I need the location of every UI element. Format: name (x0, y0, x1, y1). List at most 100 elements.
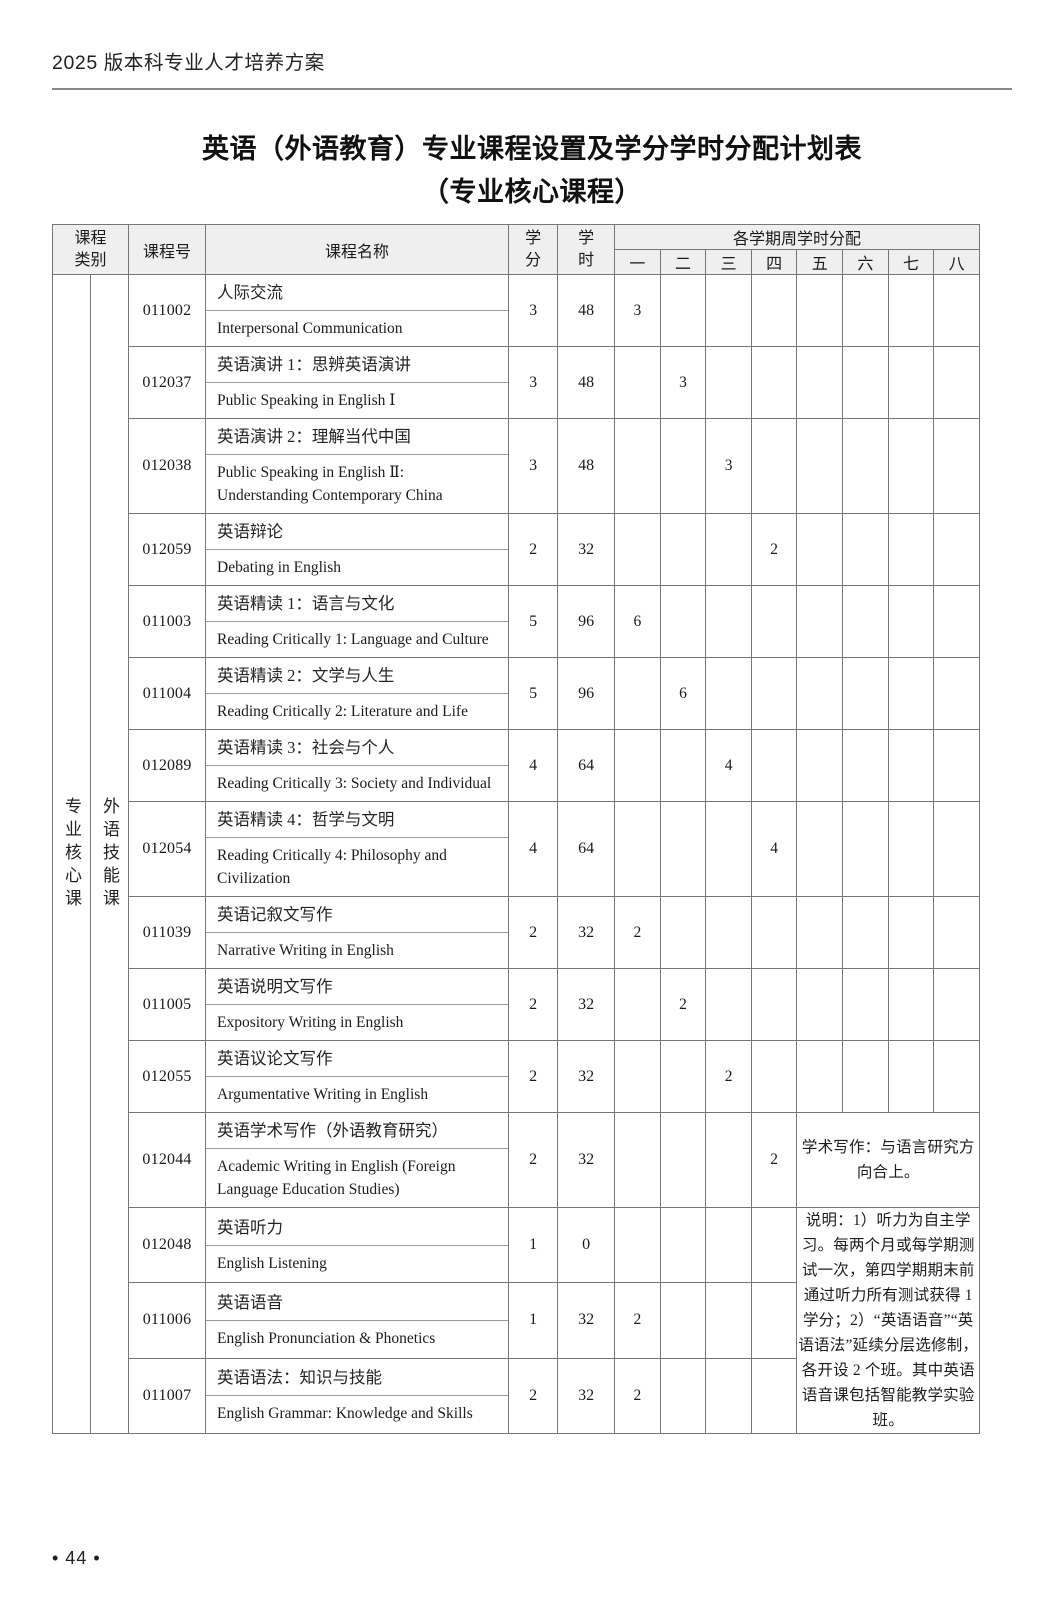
cell-semester-5 (796, 657, 844, 730)
cell-semester-7 (887, 585, 935, 658)
cell-course-code: 012089 (128, 729, 207, 802)
course-name-zh: 英语语法：知识与技能 (206, 1360, 509, 1397)
course-name-zh: 英语议论文写作 (206, 1041, 509, 1077)
column-header-semester-2: 二 (659, 249, 707, 275)
table-row: 011007 英语语法：知识与技能 English Grammar: Knowled… (53, 1357, 980, 1435)
course-name-en: Reading Critically 4: Philosophy and Civ… (217, 847, 447, 887)
column-header-semester-8: 八 (933, 249, 980, 275)
course-name-en: Reading Critically 2: Literature and Lif… (217, 703, 468, 720)
cell-note: 说明：1）听力为自主学习。每两个月或每学期测试一次，第四学期期末前通过听力所有测… (796, 1207, 980, 1434)
column-header-hours-line1: 学 (578, 229, 595, 247)
cell-semester-3: 2 (705, 1040, 752, 1113)
cell-hours: 0 (557, 1206, 616, 1284)
cell-semester-6 (842, 968, 889, 1041)
cell-semester-4 (750, 729, 798, 802)
cell-semester-2: 3 (659, 346, 707, 419)
cell-semester-3: 4 (705, 729, 752, 802)
column-header-semester-6: 六 (842, 249, 889, 275)
course-name-zh: 英语精读 3：社会与个人 (206, 730, 509, 766)
cell-course-code: 011002 (128, 274, 207, 347)
column-header-semester-7: 七 (887, 249, 935, 275)
cell-credit: 4 (508, 729, 559, 802)
course-name-en: Argumentative Writing in English (217, 1086, 429, 1103)
table-row: 011005 英语说明文写作 Expository Writing in Engli… (53, 968, 980, 1041)
cell-credit: 2 (508, 513, 559, 586)
page-number: • 44 • (52, 1548, 101, 1568)
cell-semester-8 (933, 418, 980, 514)
cell-semester-1 (614, 1112, 661, 1208)
cell-course-code: 011004 (128, 657, 207, 730)
column-header-semester-group: 各学期周学时分配 (614, 224, 980, 250)
course-name-en: Reading Critically 3: Society and Indivi… (217, 775, 492, 792)
table-row: 011003 英语精读 1：语言与文化 Reading Critically 1: … (53, 585, 980, 658)
cell-semester-2: 6 (659, 657, 707, 730)
course-name-zh: 英语说明文写作 (206, 969, 509, 1005)
cell-semester-1: 6 (614, 585, 661, 658)
cell-semester-1 (614, 346, 661, 419)
column-header-semester-5: 五 (796, 249, 844, 275)
cell-semester-3 (705, 1282, 752, 1359)
table-body: 专业核心课 外语技能课 011002 人际交流 Interpersonal Commun… (52, 274, 980, 1435)
cell-credit: 1 (508, 1282, 559, 1359)
cell-semester-2 (659, 1112, 707, 1208)
cell-semester-3 (705, 513, 752, 586)
cell-semester-8 (933, 801, 980, 897)
cell-semester-8 (933, 274, 980, 347)
cell-semester-1: 2 (614, 896, 661, 969)
cell-semester-5 (796, 585, 844, 658)
cell-semester-3: 3 (705, 418, 752, 514)
cell-semester-7 (887, 1040, 935, 1113)
cell-semester-7 (887, 968, 935, 1041)
cell-semester-2 (659, 1282, 707, 1359)
cell-semester-7 (887, 418, 935, 514)
cell-semester-2 (659, 896, 707, 969)
table-row: 012055 英语议论文写作 Argumentative Writing in En… (53, 1040, 980, 1113)
cell-semester-5 (796, 968, 844, 1041)
course-name-zh: 英语学术写作（外语教育研究） (206, 1113, 509, 1149)
cell-semester-2 (659, 274, 707, 347)
cell-course-name: 英语学术写作（外语教育研究） Academic Writing in Englis… (205, 1112, 510, 1208)
page-title-line-1: 英语（外语教育）专业课程设置及学分学时分配计划表 (202, 134, 862, 164)
cell-hours: 32 (557, 1282, 616, 1359)
cell-semester-5 (796, 896, 844, 969)
cell-credit: 2 (508, 1112, 559, 1208)
page-footer: • 44 • (52, 1548, 101, 1569)
cell-semester-2 (659, 513, 707, 586)
cell-semester-4 (750, 896, 798, 969)
subcategory-label: 外语技能课 (100, 796, 119, 912)
course-name-en: Reading Critically 1: Language and Cultu… (217, 631, 489, 648)
cell-hours: 64 (557, 729, 616, 802)
cell-course-name: 英语精读 3：社会与个人 Reading Critically 3: Societ… (205, 729, 510, 802)
category-label: 专业核心课 (62, 796, 81, 912)
cell-hours: 48 (557, 346, 616, 419)
cell-semester-5 (796, 729, 844, 802)
table-row: 012038 英语演讲 2：理解当代中国 Public Speaking in En… (53, 418, 980, 514)
cell-course-code: 012055 (128, 1040, 207, 1113)
cell-semester-1 (614, 513, 661, 586)
cell-course-name: 英语记叙文写作 Narrative Writing in English (205, 896, 510, 969)
cell-course-code: 012044 (128, 1112, 207, 1208)
cell-semester-6 (842, 585, 889, 658)
cell-semester-4 (750, 585, 798, 658)
cell-semester-3 (705, 801, 752, 897)
cell-semester-8 (933, 968, 980, 1041)
cell-semester-2 (659, 418, 707, 514)
cell-course-name: 英语演讲 1：思辨英语演讲 Public Speaking in English … (205, 346, 510, 419)
cell-semester-1 (614, 968, 661, 1041)
cell-semester-7 (887, 513, 935, 586)
cell-course-name: 英语语音 English Pronunciation & Phonetics (205, 1282, 510, 1359)
table-row: 012048 英语听力 English Listening 1 0 说明：1）听力为自主学… (53, 1206, 980, 1434)
table-row: 012037 英语演讲 1：思辨英语演讲 Public Speaking in En… (53, 346, 980, 419)
cell-credit: 3 (508, 418, 559, 514)
cell-semester-8 (933, 585, 980, 658)
cell-semester-2: 2 (659, 968, 707, 1041)
column-header-credit-line1: 学 (525, 229, 542, 247)
column-header-hours-line2: 时 (578, 251, 595, 269)
cell-semester-3 (705, 346, 752, 419)
cell-semester-3 (705, 1357, 752, 1435)
cell-semester-8 (933, 896, 980, 969)
cell-hours: 32 (557, 1357, 616, 1435)
cell-subcategory: 外语技能课 (89, 274, 130, 1434)
table-row: 012089 英语精读 3：社会与个人 Reading Critically 3: … (53, 729, 980, 802)
